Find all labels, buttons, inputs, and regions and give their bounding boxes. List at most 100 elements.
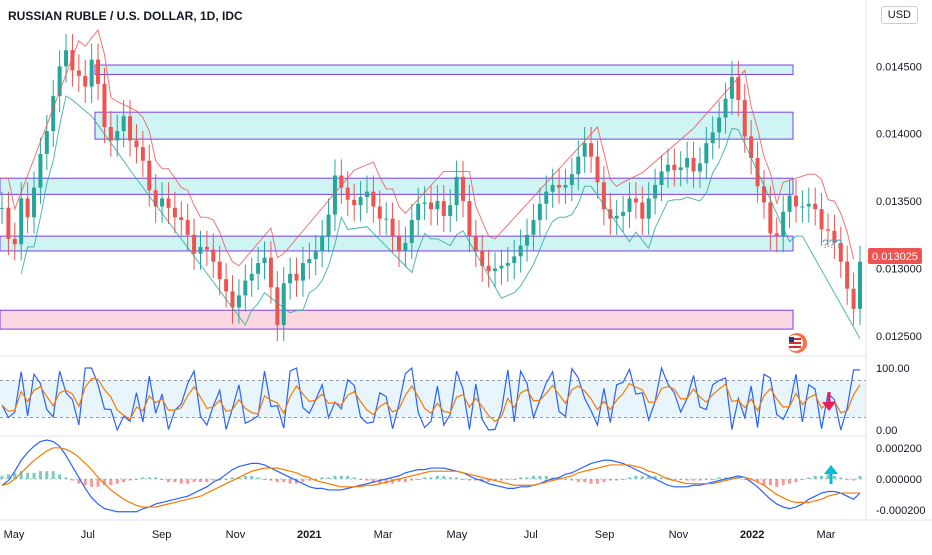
candle-body [825,229,830,231]
macd-histogram-bar [237,477,241,479]
candle-body [19,198,24,245]
macd-histogram-bar [269,479,273,481]
arrow-down-icon [822,392,836,411]
macd-histogram-bar [647,475,651,479]
candle-body [845,261,850,289]
macd-histogram-bar [487,479,491,483]
candle-body [256,263,261,274]
macd-histogram-bar [141,477,145,479]
candle-body [742,100,747,137]
macd-histogram-bar [314,479,318,480]
macd-histogram-bar [730,477,734,479]
candle-body [749,136,754,158]
macd-histogram-bar [211,479,215,481]
candle-body [320,236,325,251]
x-tick-label: 2021 [297,529,321,541]
macd-histogram-bar [724,477,728,479]
macd-tick-label: -0.000200 [876,505,926,517]
macd-histogram-bar [679,479,683,480]
currency-button[interactable]: USD [880,6,918,24]
candle-body [32,187,37,218]
x-tick-label: Sep [152,529,172,541]
macd-histogram-bar [275,479,279,483]
question-marks: ??? [822,237,842,251]
candle-body [236,295,241,308]
macd-histogram-bar [512,479,516,480]
macd-histogram-bar [250,475,254,479]
macd-histogram-bar [243,475,247,479]
candle-body [467,201,472,237]
macd-histogram-bar [6,474,10,479]
candle-body [806,203,811,207]
macd-histogram-bar [832,475,836,479]
macd-histogram-bar [621,479,625,480]
candle-body [377,206,382,219]
macd-histogram-bar [583,479,587,483]
stochastic-panel [0,365,866,432]
macd-histogram-bar [26,472,30,479]
macd-histogram-bar [77,479,81,484]
candle-body [774,233,779,237]
macd-histogram-bar [320,477,324,479]
macd-histogram-bar [442,475,446,479]
macd-histogram-bar [231,477,235,479]
macd-histogram-bar [820,475,824,479]
macd-histogram-bar [653,475,657,479]
macd-histogram-bar [378,479,382,484]
macd-histogram-bar [256,477,260,479]
x-tick-label: Nov [669,529,689,541]
candle-body [166,198,171,208]
candle-body [646,198,651,219]
macd-histogram-bar [845,479,849,480]
macd-histogram-bar [0,475,4,479]
macd-histogram-bar [160,479,164,480]
candle-body [339,175,344,188]
candle-body [448,205,453,216]
candle-body [396,236,401,251]
macd-histogram-bar [410,479,414,481]
macd-histogram-bar [384,479,388,484]
candle-body [307,259,312,264]
candle-body [268,257,273,288]
candle-body [729,77,734,99]
candle-body [403,242,408,251]
candle-body [531,219,536,235]
candle-body [512,256,517,264]
candle-body [89,59,94,87]
candle-body [768,202,773,234]
macd-histogram-bar [429,477,433,479]
macd-histogram-bar [96,479,100,487]
macd-histogram-bar [852,479,856,481]
candle-body [313,250,318,260]
candle-body [518,245,523,257]
candle-body [621,211,626,216]
candle-body [525,234,530,246]
macd-histogram-bar [544,475,548,479]
macd-histogram-bar [839,477,843,479]
macd-histogram-bar [448,477,452,479]
last-price-label: 0.013025 [872,251,918,263]
candle-body [569,174,574,185]
candle-body [480,250,485,266]
candle-body [12,238,17,245]
candle-body [582,143,587,157]
macd-line-macd [1,439,861,513]
candle-body [505,263,510,266]
candle-body [665,164,670,172]
candle-body [627,198,632,212]
stoch-tick-label: 100.00 [876,363,910,375]
candle-body [230,291,235,308]
candles[interactable] [0,28,862,342]
macd-histogram-bar [115,479,119,484]
zone-box [94,111,794,140]
y-tick-label: 0.013000 [876,263,922,275]
macd-histogram-bar [13,472,17,479]
candle-body [57,66,62,97]
us-flag-icon[interactable] [787,333,807,353]
macd-histogram-bar [102,479,106,486]
candle-body [435,201,440,210]
macd-histogram-bar [192,479,196,483]
candle-body [102,83,107,128]
